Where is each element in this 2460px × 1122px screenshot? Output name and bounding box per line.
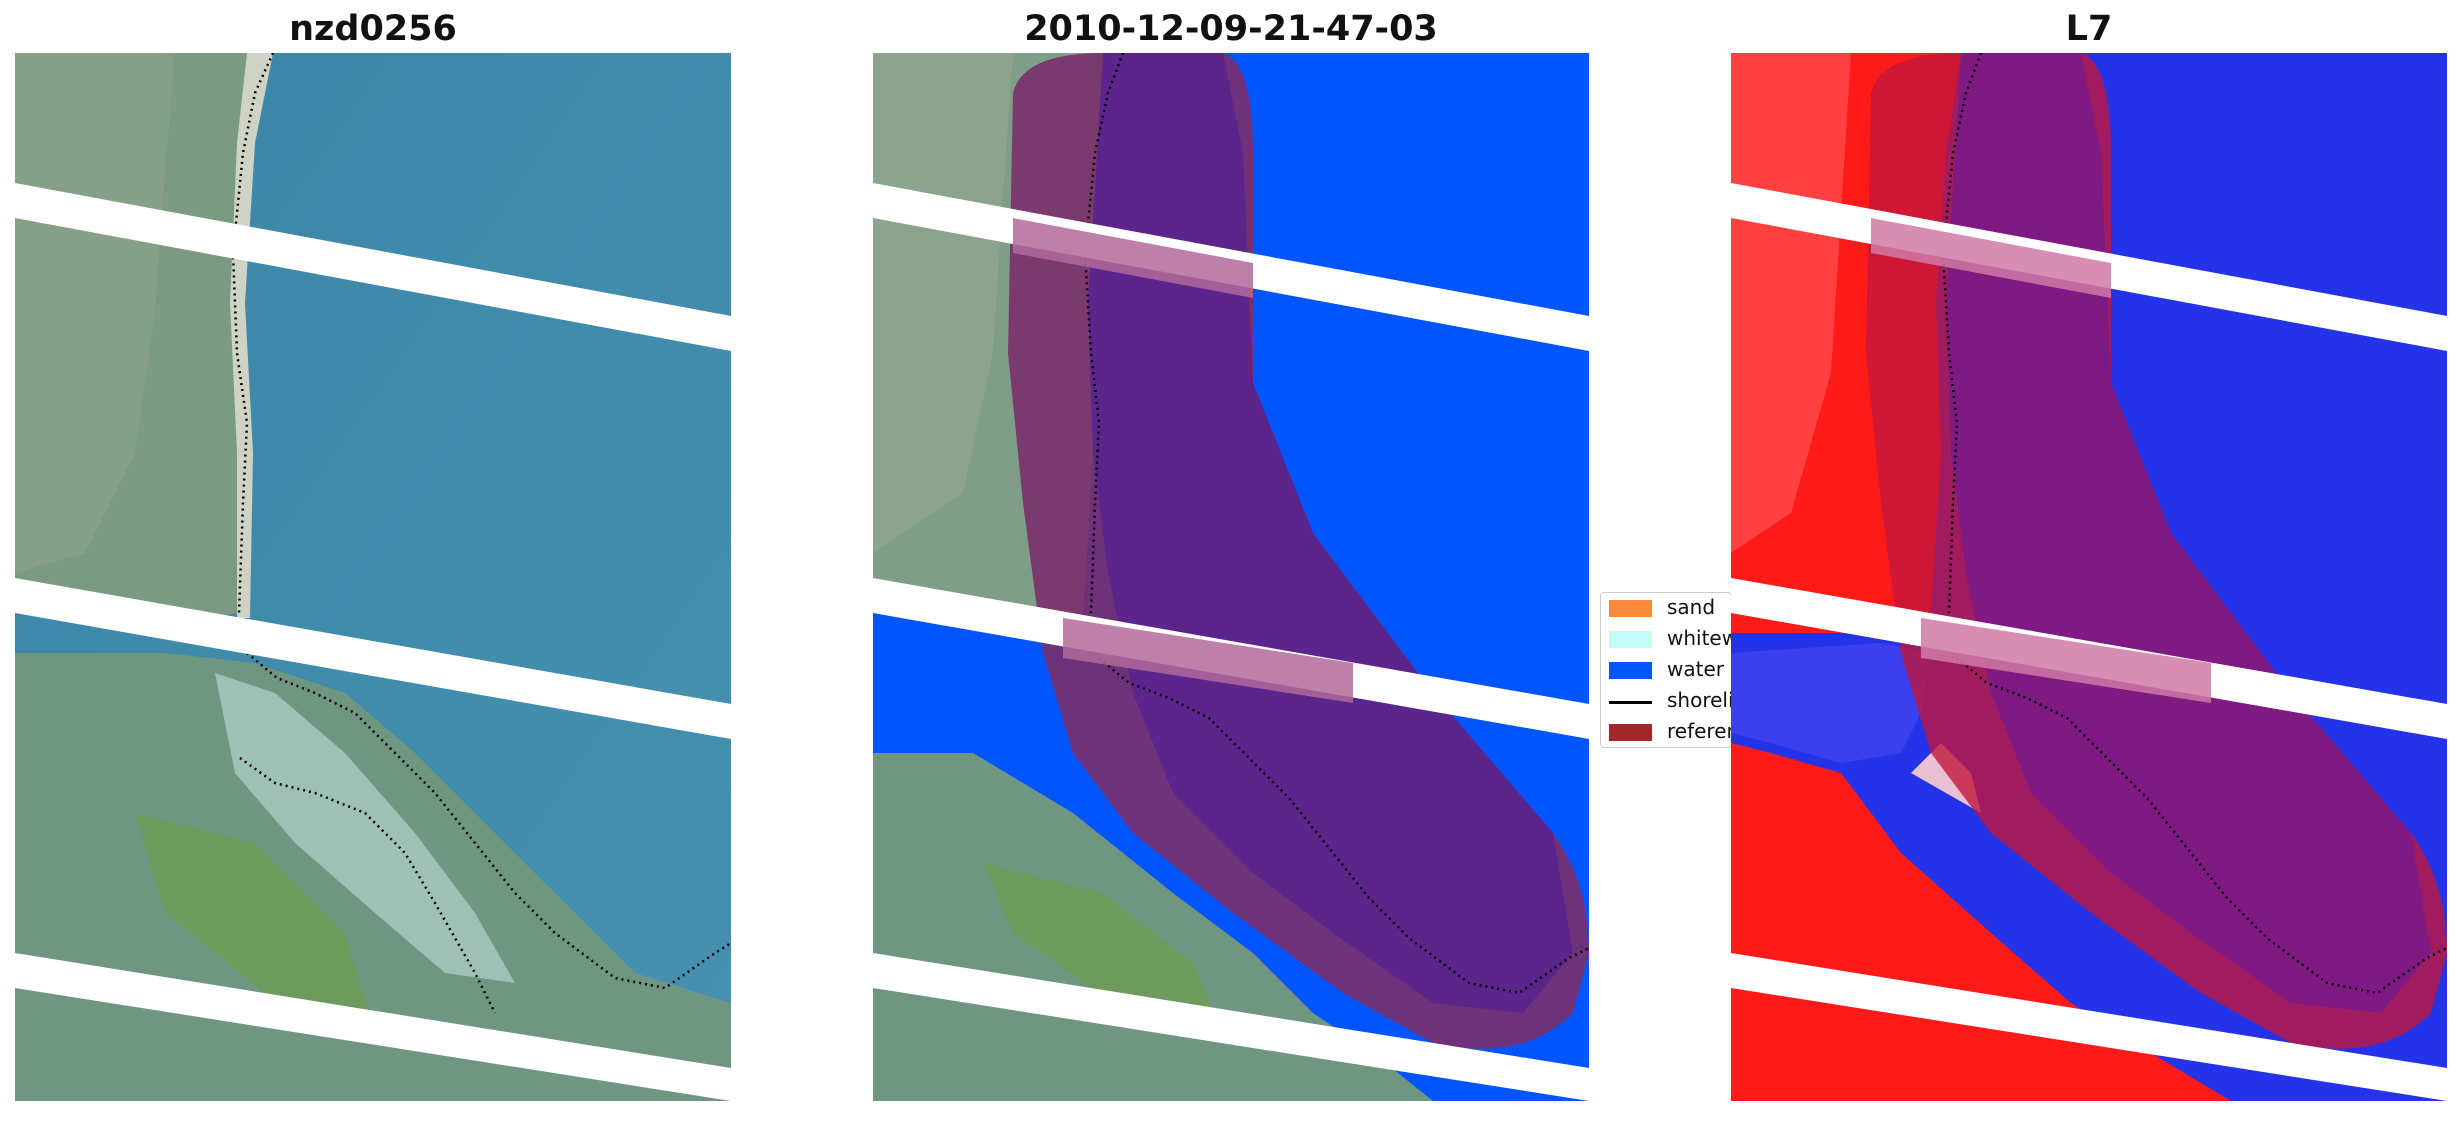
panel-title-rgb: nzd0256 xyxy=(289,9,457,49)
legend-item-water: water xyxy=(1601,655,1731,686)
classified-image-panel xyxy=(873,53,1589,1101)
rgb-image-panel xyxy=(15,53,731,1101)
legend-swatch-shoreline xyxy=(1609,701,1652,704)
legend-label-reference-buffer: reference shoreline buffer xyxy=(1667,719,1731,743)
panel-title-index: L7 xyxy=(2065,9,2113,49)
index-image-panel xyxy=(1731,53,2447,1101)
index-image xyxy=(1731,53,2447,1101)
panel-title-classified: 2010-12-09-21-47-03 xyxy=(1024,9,1438,49)
legend-swatch-sand xyxy=(1609,600,1652,617)
legend-item-reference-buffer: reference shoreline buffer xyxy=(1601,717,1731,747)
legend-swatch-reference-buffer xyxy=(1609,724,1652,741)
legend-item-shoreline: shoreline xyxy=(1601,686,1731,717)
legend-swatch-water xyxy=(1609,662,1652,679)
legend-label-sand: sand xyxy=(1667,595,1716,619)
legend-item-sand: sand xyxy=(1601,593,1731,624)
legend-swatch-whitewater xyxy=(1609,631,1652,648)
rgb-satellite-image xyxy=(15,53,731,1101)
legend-label-shoreline: shoreline xyxy=(1667,688,1731,712)
classified-satellite-image xyxy=(873,53,1589,1101)
legend-label-water: water xyxy=(1667,657,1724,681)
